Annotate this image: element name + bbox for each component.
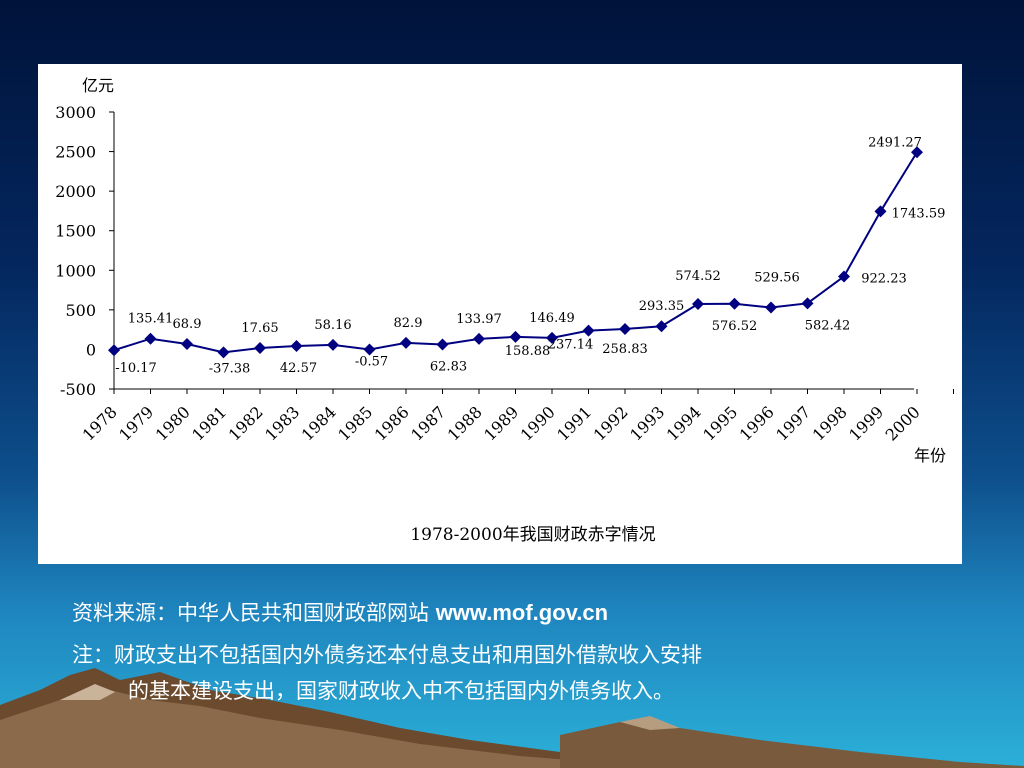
data-point xyxy=(436,338,449,351)
x-tick-label: 1983 xyxy=(261,402,303,444)
x-tick-label: 1990 xyxy=(517,402,559,444)
source-label: 资料来源：中华人民共和国财政部网站 xyxy=(72,601,429,625)
x-tick-label: 1984 xyxy=(298,402,340,444)
series-line xyxy=(113,151,918,354)
x-tick-label: 2000 xyxy=(882,402,924,444)
x-tick-label: 1997 xyxy=(772,402,814,444)
data-label: 2491.27 xyxy=(868,135,922,150)
y-tick-label: 1000 xyxy=(55,261,96,280)
data-point xyxy=(473,332,485,345)
data-label: 529.56 xyxy=(754,271,800,286)
note-line-1: 注：财政支出不包括国内外债务还本付息支出和用国外借款收入安排 xyxy=(72,643,702,667)
data-label: 135.41 xyxy=(128,312,174,327)
x-tick-label: 1989 xyxy=(480,402,522,444)
x-tick-label: 1991 xyxy=(553,402,595,444)
x-tick-label: 1998 xyxy=(809,402,851,444)
data-point xyxy=(181,337,193,350)
data-point xyxy=(144,332,157,345)
data-point xyxy=(327,338,339,351)
source-url[interactable]: www.mof.gov.cn xyxy=(435,600,609,625)
data-point xyxy=(363,343,376,356)
chart-title: 1978-2000年我国财政赤字情况 xyxy=(410,525,655,545)
x-tick-label: 1980 xyxy=(152,402,194,444)
data-point xyxy=(619,322,631,335)
note-line-2: 的基本建设支出，国家财政收入中不包括国内外债务收入。 xyxy=(128,679,674,703)
data-label: 62.83 xyxy=(430,359,467,374)
data-label: 293.35 xyxy=(639,299,685,314)
x-tick-label: 1996 xyxy=(736,402,778,444)
y-tick-label: 3000 xyxy=(55,103,96,122)
data-point xyxy=(692,297,704,310)
data-label: 146.49 xyxy=(529,311,575,326)
data-point xyxy=(400,336,412,349)
data-label: 58.16 xyxy=(314,318,351,333)
x-tick-label: 1993 xyxy=(626,402,668,444)
data-label: 1743.59 xyxy=(892,206,946,221)
data-point xyxy=(838,270,850,283)
chart-panel: -500 0 500 1000 1500 2000 2500 3000 亿元 1978 1979 19… xyxy=(38,64,962,564)
data-label: 237.14 xyxy=(548,338,594,353)
data-label: 17.65 xyxy=(241,321,278,336)
data-label: 82.9 xyxy=(394,316,423,331)
data-label: -37.38 xyxy=(209,361,251,376)
data-label: -0.57 xyxy=(355,354,388,369)
x-tick-label: 1982 xyxy=(225,402,267,444)
data-label: 158.88 xyxy=(505,344,551,359)
x-axis-title: 年份 xyxy=(914,446,946,465)
y-tick-label: 500 xyxy=(65,301,96,320)
data-point xyxy=(290,340,303,353)
y-tick-label: 2500 xyxy=(55,143,96,162)
data-point xyxy=(108,344,120,357)
source-text: 资料来源：中华人民共和国财政部网站 www.mof.gov.cn xyxy=(72,598,608,628)
data-point xyxy=(911,146,923,159)
x-tick-label: 1978 xyxy=(79,402,121,444)
x-tick-label: 1999 xyxy=(845,402,887,444)
data-label: 582.42 xyxy=(805,318,851,333)
x-tick-label: 1985 xyxy=(334,402,376,444)
data-point xyxy=(217,346,230,359)
data-point xyxy=(582,324,595,337)
x-tick-label: 1987 xyxy=(407,402,449,444)
data-label: 576.52 xyxy=(712,319,758,334)
data-point xyxy=(874,205,887,218)
x-tick-label: 1992 xyxy=(590,402,632,444)
data-label: 922.23 xyxy=(861,271,907,286)
y-tick-label: -500 xyxy=(60,380,96,399)
data-label: 42.57 xyxy=(280,361,317,376)
data-point xyxy=(655,320,668,333)
x-tick-label: 1986 xyxy=(371,402,413,444)
data-label: 574.52 xyxy=(675,269,721,284)
data-label: 68.9 xyxy=(173,317,202,332)
y-tick-label: 1500 xyxy=(55,222,96,241)
data-point xyxy=(765,301,777,314)
y-tick-label: 0 xyxy=(86,340,96,359)
y-axis-title: 亿元 xyxy=(82,76,114,95)
x-tick-label: 1988 xyxy=(444,402,486,444)
data-point xyxy=(546,331,558,344)
x-tick-label: 1994 xyxy=(663,402,705,444)
deficit-line-chart: -500050010001500200025003000亿元1978197919… xyxy=(55,76,954,545)
data-point xyxy=(728,297,741,310)
x-tick-label: 1995 xyxy=(699,402,741,444)
x-tick-label: 1979 xyxy=(115,402,157,444)
data-point xyxy=(801,297,814,310)
x-tick-label: 1981 xyxy=(188,402,230,444)
data-point xyxy=(509,330,522,343)
data-label: 258.83 xyxy=(602,342,648,357)
data-label: 133.97 xyxy=(456,312,502,327)
data-point xyxy=(254,342,266,355)
data-label: -10.17 xyxy=(115,361,157,376)
y-tick-label: 2000 xyxy=(55,182,96,201)
